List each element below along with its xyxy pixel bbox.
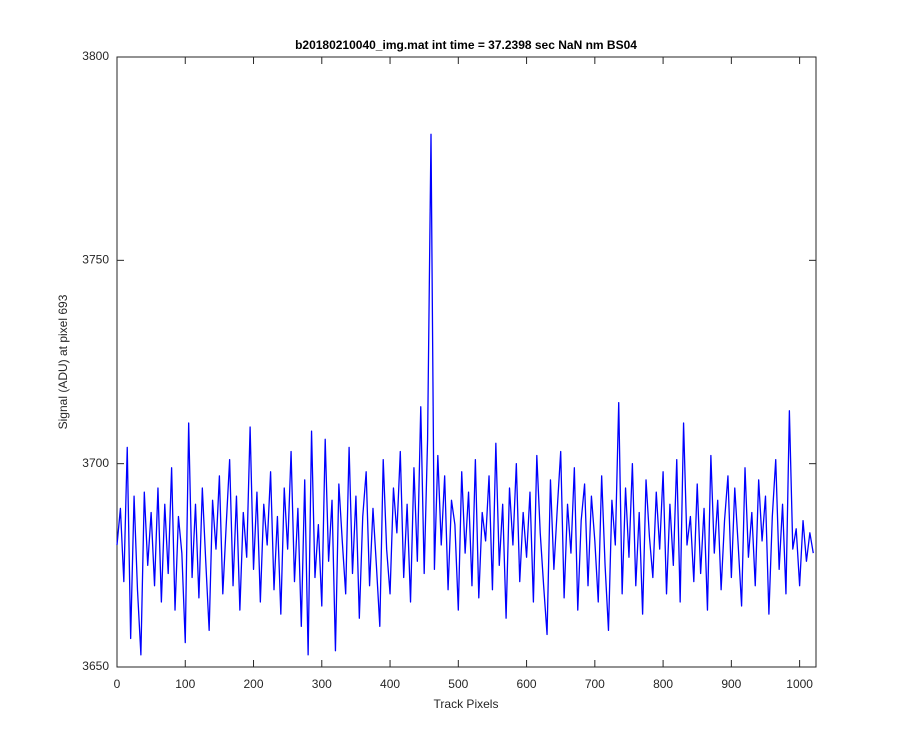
- y-axis-label: Signal (ADU) at pixel 693: [56, 294, 70, 429]
- x-tick-label: 100: [175, 677, 195, 691]
- x-tick-label: 800: [653, 677, 673, 691]
- data-line: [116, 133, 814, 656]
- y-tick-label: 3800: [82, 49, 109, 63]
- x-axis-label: Track Pixels: [434, 697, 499, 711]
- chart-title: b20180210040_img.mat int time = 37.2398 …: [295, 38, 637, 52]
- x-tick-label: 700: [585, 677, 605, 691]
- x-tick-label: 900: [721, 677, 741, 691]
- x-tick-label: 200: [244, 677, 264, 691]
- x-tick-label: 300: [312, 677, 332, 691]
- x-tick-label: 0: [114, 677, 121, 691]
- y-tick-label: 3750: [82, 253, 109, 267]
- y-tick-label: 3650: [82, 659, 109, 673]
- y-tick-label: 3700: [82, 456, 109, 470]
- x-tick-label: 500: [448, 677, 468, 691]
- x-tick-label: 400: [380, 677, 400, 691]
- x-tick-label: 600: [517, 677, 537, 691]
- x-tick-label: 1000: [786, 677, 813, 691]
